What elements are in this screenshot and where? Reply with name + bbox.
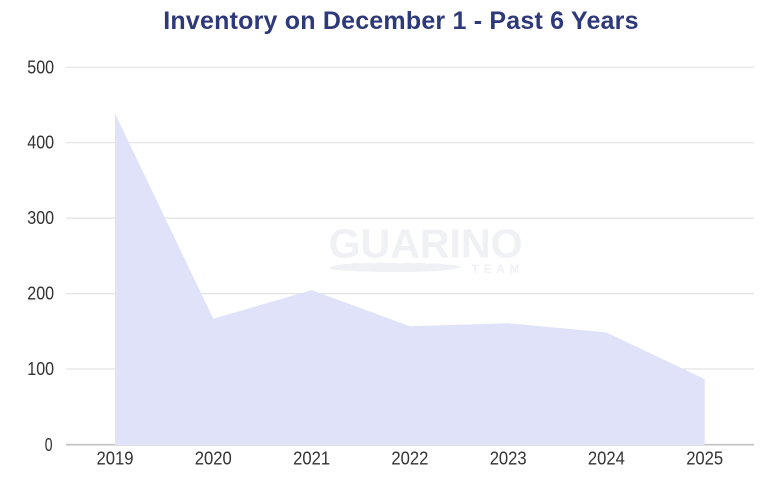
- svg-text:2021: 2021: [293, 449, 330, 469]
- svg-text:2022: 2022: [391, 449, 428, 469]
- svg-text:500: 500: [27, 57, 54, 77]
- svg-text:2019: 2019: [97, 449, 134, 469]
- svg-text:2020: 2020: [195, 449, 232, 469]
- svg-text:400: 400: [27, 133, 54, 153]
- svg-text:GUARINO: GUARINO: [329, 220, 523, 266]
- svg-text:2025: 2025: [686, 449, 723, 469]
- svg-text:2023: 2023: [490, 449, 527, 469]
- svg-text:0: 0: [45, 435, 53, 455]
- svg-text:300: 300: [27, 208, 54, 228]
- svg-text:2024: 2024: [588, 449, 625, 469]
- svg-text:200: 200: [27, 284, 54, 304]
- svg-text:100: 100: [27, 359, 54, 379]
